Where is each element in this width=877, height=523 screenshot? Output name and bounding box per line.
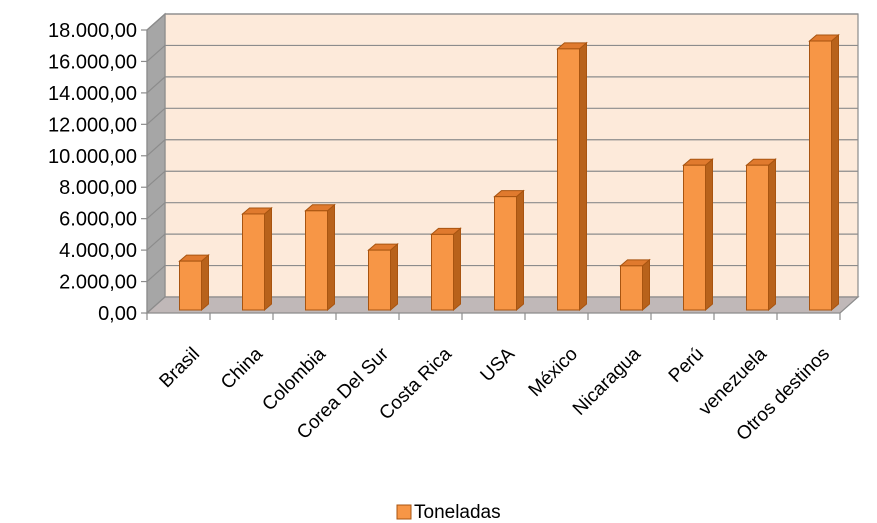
y-axis-ticks: 0,00 2.000,00 4.000,00 6.000,00 8.000,00 10.0… [48, 20, 148, 325]
bar-side [264, 206, 272, 312]
bar-front [620, 265, 643, 311]
bar-side [705, 158, 713, 312]
bar-front [242, 213, 265, 311]
y-tick-label: 10.000,00 [48, 146, 137, 168]
bar-front [494, 196, 517, 311]
bar [367, 243, 399, 312]
y-tick-label: 6.000,00 [59, 209, 137, 231]
bar-side [768, 158, 776, 312]
bar [430, 227, 462, 312]
bar-front [683, 164, 706, 311]
x-tick-label: México [525, 344, 582, 401]
y-tick-label: 4.000,00 [59, 240, 137, 262]
gridline [146, 170, 858, 188]
bar-side [390, 243, 398, 312]
y-tick-label: 14.000,00 [48, 83, 137, 105]
bar-side [453, 227, 461, 312]
gridline [146, 76, 858, 94]
legend-label: Toneladas [414, 502, 501, 523]
x-tick-label: Nicaragua [569, 343, 645, 419]
y-tick-label: 18.000,00 [48, 20, 137, 42]
x-tick-label: Brasil [156, 344, 204, 392]
bar-front [809, 40, 832, 311]
gridlines [146, 13, 858, 283]
bar [178, 254, 210, 312]
bar-side [516, 189, 524, 312]
bar-front [746, 164, 769, 311]
y-tick-label: 16.000,00 [48, 51, 137, 73]
gridline [146, 107, 858, 125]
y-tick-label: 0,00 [98, 303, 137, 325]
bar-side [642, 258, 650, 312]
bar [304, 203, 336, 312]
bars [178, 33, 840, 312]
bar-side [831, 33, 839, 312]
bar-front [368, 249, 391, 311]
x-tick-label: Perú [665, 344, 708, 387]
bar-side [327, 203, 335, 312]
y-tick-label: 8.000,00 [59, 177, 137, 199]
bar-front [305, 210, 328, 311]
bar-side [201, 254, 209, 312]
gridline [146, 44, 858, 62]
bar [682, 158, 714, 312]
bar-front [557, 48, 580, 311]
bar [493, 189, 525, 312]
bar-side [579, 41, 587, 312]
x-tick-label: China [217, 343, 267, 393]
bar [241, 206, 273, 312]
y-tick-label: 2.000,00 [59, 272, 137, 294]
legend: Toneladas [396, 502, 501, 523]
bar-front [179, 260, 202, 311]
legend-swatch [396, 504, 412, 520]
x-tick-label: USA [477, 343, 520, 386]
gridline [146, 202, 858, 220]
gridline [146, 139, 858, 157]
bar [745, 158, 777, 312]
y-tick-label: 12.000,00 [48, 114, 137, 136]
bar [556, 41, 588, 312]
gridline [146, 233, 858, 251]
bar [808, 33, 840, 312]
bar [619, 258, 651, 312]
bar-front [431, 233, 454, 311]
gridline [146, 13, 858, 31]
